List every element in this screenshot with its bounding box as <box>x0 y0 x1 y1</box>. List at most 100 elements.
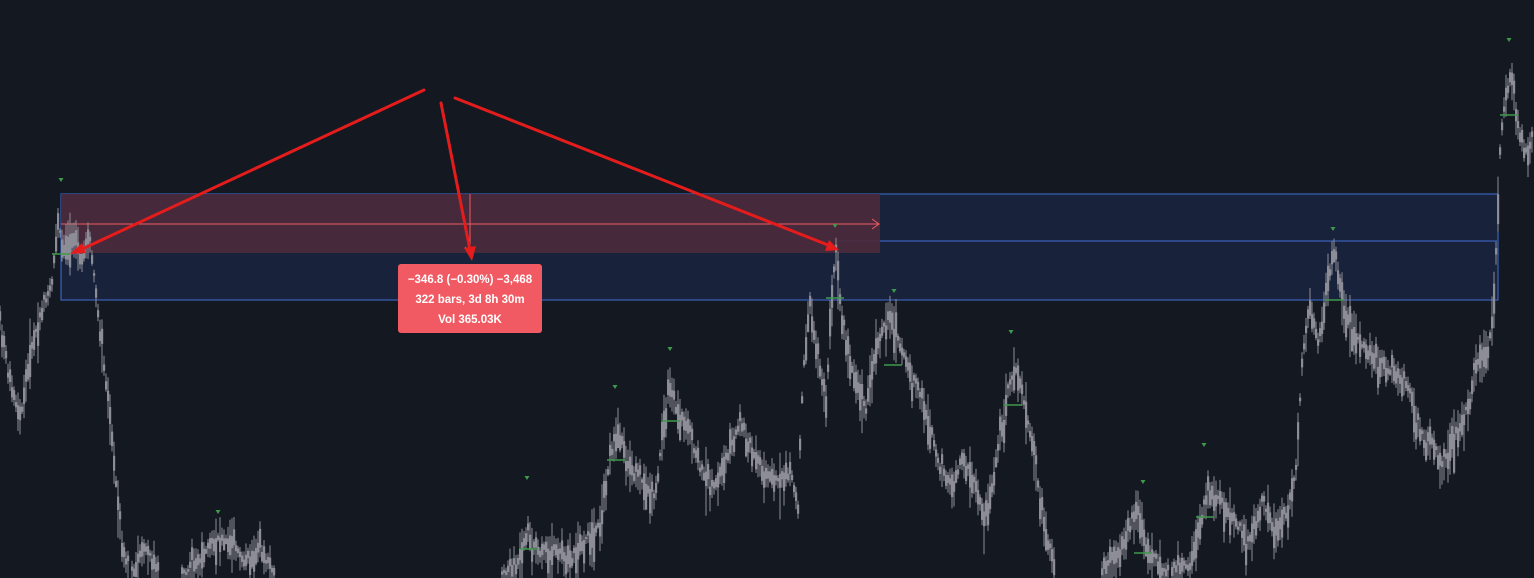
candle-body <box>639 465 642 475</box>
annotation-arrows[interactable] <box>70 88 839 261</box>
candle-body <box>603 481 606 498</box>
candle-body <box>909 362 912 382</box>
candle-body <box>575 547 578 574</box>
candle-body <box>1205 495 1208 505</box>
annotation-arrow-left[interactable] <box>78 88 426 252</box>
candle-body <box>629 456 632 475</box>
candle-body <box>1387 368 1390 374</box>
candle-body <box>73 233 76 247</box>
candle-body <box>1231 512 1234 522</box>
candle-body <box>761 465 764 481</box>
candle-body <box>195 558 198 569</box>
candle-body <box>1529 141 1532 149</box>
candle-body <box>1395 371 1398 384</box>
candle-body <box>37 322 40 346</box>
candle-body <box>1257 510 1260 523</box>
candle-body <box>247 550 250 558</box>
candle-body <box>19 406 22 421</box>
candle-body <box>757 455 760 464</box>
candle-body <box>681 411 684 421</box>
annotation-arrow-middle[interactable] <box>439 101 472 252</box>
candle-body <box>1237 526 1240 530</box>
candle-body <box>1131 512 1134 519</box>
candle-body <box>21 406 24 412</box>
candle-body <box>105 381 108 390</box>
candle-body <box>1361 344 1364 348</box>
candle-body <box>1249 534 1252 542</box>
candle-body <box>1283 507 1286 515</box>
candle-body <box>1263 496 1266 502</box>
candle-body <box>1269 512 1272 524</box>
candle-body <box>259 528 262 548</box>
candle-body <box>1111 552 1114 561</box>
candle-body <box>1517 121 1520 129</box>
candle-body <box>551 546 554 565</box>
candle-body <box>1423 439 1426 448</box>
candle-body <box>677 404 680 429</box>
candle-body <box>243 559 246 567</box>
candle-body <box>565 555 568 575</box>
candle-body <box>711 480 714 487</box>
candle-body <box>1323 302 1326 323</box>
candle-body <box>1425 442 1428 461</box>
pivot-high-marker <box>832 224 838 228</box>
candle-body <box>941 454 944 464</box>
candle-body <box>1239 522 1242 527</box>
candle-body <box>995 457 998 468</box>
candle-body <box>661 421 664 441</box>
pivot-high-marker <box>1330 227 1336 231</box>
candle-body <box>1331 251 1334 265</box>
candle-body <box>43 294 46 300</box>
candle-body <box>1487 346 1490 359</box>
candle-body <box>685 420 688 431</box>
candle-body <box>1119 549 1122 567</box>
candle-body <box>1121 536 1124 550</box>
candle-body <box>91 255 94 264</box>
candle-body <box>79 254 82 265</box>
candle-body <box>1211 485 1214 500</box>
candle-body <box>1003 419 1006 443</box>
candle-body <box>899 343 902 352</box>
candle-body <box>785 462 788 480</box>
candle-body <box>1445 453 1448 459</box>
candle-body <box>585 537 588 540</box>
candle-body <box>239 551 242 558</box>
candle-body <box>999 416 1002 431</box>
candle-body <box>655 483 658 493</box>
candle-body <box>271 567 274 573</box>
candle-body <box>857 382 860 393</box>
candle-body <box>181 567 184 574</box>
candle-body <box>1199 516 1202 540</box>
candle-body <box>515 564 518 575</box>
candle-body <box>257 542 260 553</box>
candle-body <box>1279 517 1282 530</box>
candle-body <box>1173 561 1176 568</box>
candle-body <box>927 416 930 445</box>
candle-body <box>133 568 136 577</box>
candle-body <box>1245 543 1248 566</box>
candle-body <box>1147 538 1150 563</box>
candle-body <box>1043 516 1046 532</box>
candle-body <box>917 381 920 391</box>
candle-body <box>1405 381 1408 389</box>
candle-body <box>1163 568 1166 572</box>
candle-body <box>937 457 940 463</box>
candle-body <box>1141 519 1144 537</box>
candle-body <box>69 234 72 268</box>
candle-body <box>975 481 978 492</box>
candle-body <box>813 330 816 340</box>
candle-body <box>1021 384 1024 395</box>
candle-body <box>583 539 586 564</box>
candle-body <box>673 390 676 400</box>
candle-body <box>227 538 230 553</box>
candle-body <box>5 351 8 359</box>
candle-body <box>1419 429 1422 442</box>
candle-body <box>1297 422 1300 440</box>
measure-volume: Vol 365.03K <box>438 314 502 326</box>
candle-body <box>1133 511 1136 522</box>
candle-body <box>1261 495 1264 502</box>
annotation-arrow-right[interactable] <box>453 96 830 247</box>
candle-body <box>1475 359 1478 374</box>
